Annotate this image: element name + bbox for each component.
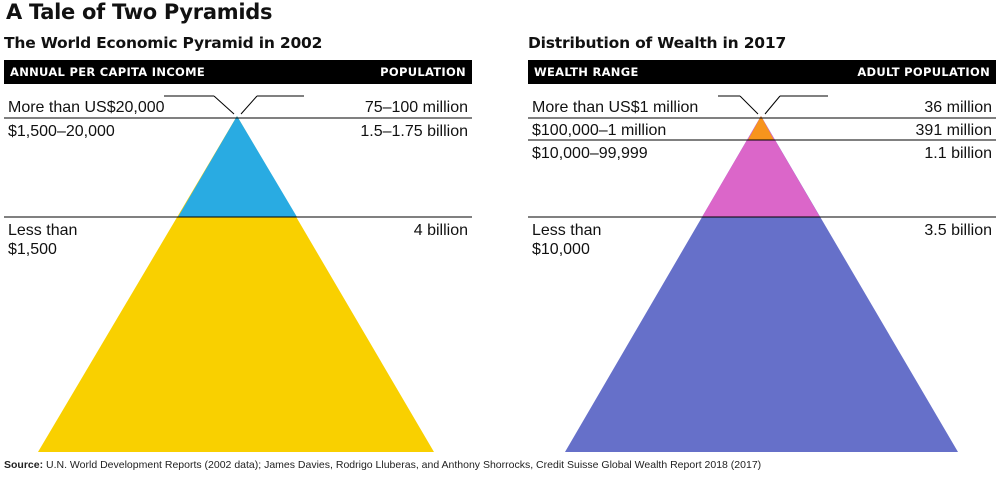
row-label-bottom: Less than $1,500 [8, 222, 78, 258]
pyramid-tier-bottom [38, 116, 434, 452]
row-label-bottom: Less than $10,000 [532, 222, 602, 258]
source-text: U.N. World Development Reports (2002 dat… [46, 459, 762, 471]
source-label: Source: [4, 459, 44, 471]
row-label-second: $100,000–1 million [532, 122, 667, 139]
row-value-bottom: 4 billion [413, 222, 468, 239]
row-value-top: 36 million [924, 99, 992, 116]
row-value-top: 75–100 million [364, 99, 468, 116]
row-label-top: More than US$20,000 [8, 99, 165, 116]
pyramid-tier-middle [178, 116, 297, 217]
row-value-third: 1.1 billion [924, 145, 992, 162]
panel-2002: The World Economic Pyramid in 2002 ANNUA… [4, 32, 472, 452]
column-header-range: ANNUAL PER CAPITA INCOME [10, 65, 206, 79]
pyramid-2017 [528, 95, 996, 452]
row-label-middle: $1,500–20,000 [8, 123, 115, 140]
row-label-third: $10,000–99,999 [532, 145, 648, 162]
panel-title: The World Economic Pyramid in 2002 [4, 34, 323, 52]
row-value-bottom: 3.5 billion [924, 222, 992, 239]
tip-callout-line [213, 95, 235, 115]
row-label-top: More than US$1 million [532, 99, 699, 116]
column-header-population: POPULATION [380, 65, 466, 79]
source-note: Source: U.N. World Development Reports (… [4, 459, 761, 471]
tip-callout-line [764, 95, 781, 115]
tip-callout-line [739, 95, 759, 115]
column-header-bar: WEALTH RANGE ADULT POPULATION [528, 60, 996, 84]
column-header-range: WEALTH RANGE [534, 65, 639, 79]
column-header-population: ADULT POPULATION [857, 65, 990, 79]
panel-2017: Distribution of Wealth in 2017 WEALTH RA… [528, 32, 996, 452]
pyramid-tier-second [748, 116, 774, 140]
main-title: A Tale of Two Pyramids [6, 0, 273, 24]
pyramid-tier-third [702, 116, 820, 217]
panel-title: Distribution of Wealth in 2017 [528, 34, 787, 52]
tip-callout-line [240, 95, 258, 115]
column-header-bar: ANNUAL PER CAPITA INCOME POPULATION [4, 60, 472, 84]
pyramid-tier-bottom [565, 116, 958, 452]
pyramid-2002 [4, 95, 472, 452]
row-value-second: 391 million [915, 122, 992, 139]
row-value-middle: 1.5–1.75 billion [360, 123, 468, 140]
